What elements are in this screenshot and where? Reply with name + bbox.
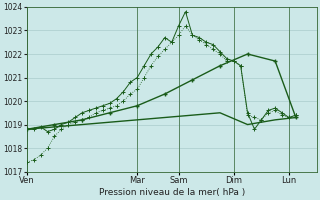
X-axis label: Pression niveau de la mer( hPa ): Pression niveau de la mer( hPa )	[99, 188, 245, 197]
